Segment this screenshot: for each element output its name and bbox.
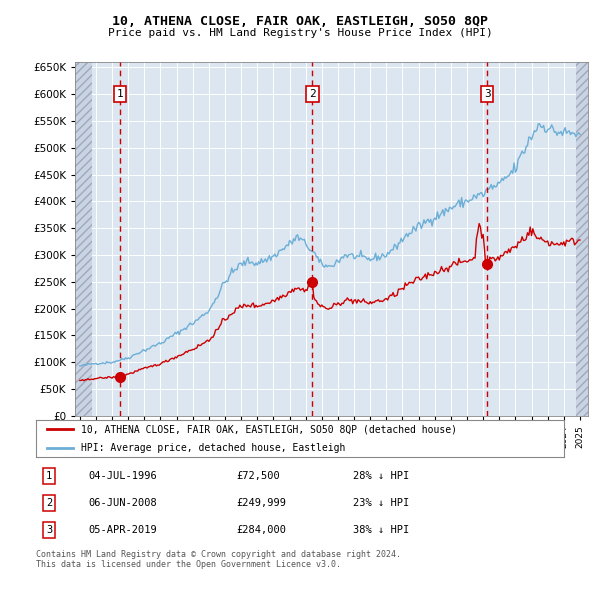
Text: Price paid vs. HM Land Registry's House Price Index (HPI): Price paid vs. HM Land Registry's House … [107,28,493,38]
Text: 1: 1 [46,471,52,481]
Text: £284,000: £284,000 [236,525,287,535]
Text: 10, ATHENA CLOSE, FAIR OAK, EASTLEIGH, SO50 8QP (detached house): 10, ATHENA CLOSE, FAIR OAK, EASTLEIGH, S… [81,424,457,434]
Text: 23% ↓ HPI: 23% ↓ HPI [353,498,409,508]
Bar [75,62,92,416]
Text: HPI: Average price, detached house, Eastleigh: HPI: Average price, detached house, East… [81,443,345,453]
Text: 2: 2 [46,498,52,508]
Text: Contains HM Land Registry data © Crown copyright and database right 2024.
This d: Contains HM Land Registry data © Crown c… [36,550,401,569]
Text: 28% ↓ HPI: 28% ↓ HPI [353,471,409,481]
Text: £72,500: £72,500 [236,471,280,481]
Text: 10, ATHENA CLOSE, FAIR OAK, EASTLEIGH, SO50 8QP: 10, ATHENA CLOSE, FAIR OAK, EASTLEIGH, S… [112,15,488,28]
Text: 04-JUL-1996: 04-JUL-1996 [89,471,158,481]
Bar [576,62,588,416]
Text: 3: 3 [484,89,491,99]
Text: £249,999: £249,999 [236,498,287,508]
Text: 2: 2 [309,89,316,99]
Text: 3: 3 [46,525,52,535]
Text: 06-JUN-2008: 06-JUN-2008 [89,498,158,508]
Text: 05-APR-2019: 05-APR-2019 [89,525,158,535]
Text: 1: 1 [117,89,124,99]
Text: 38% ↓ HPI: 38% ↓ HPI [353,525,409,535]
